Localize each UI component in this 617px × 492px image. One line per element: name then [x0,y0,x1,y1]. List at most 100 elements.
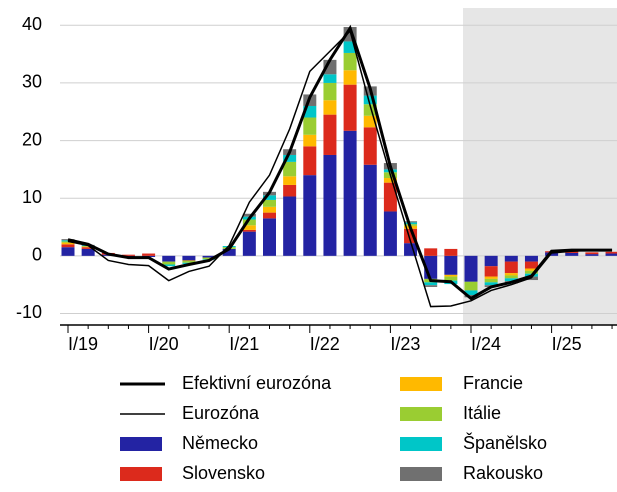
legend-swatch [400,467,442,481]
bar-segment [202,257,216,260]
bar-segment [464,290,478,296]
bar-segment [343,130,357,256]
bar-segment [383,211,397,256]
bar-segment [484,278,498,283]
bar-segment [565,252,579,256]
bar-segment [283,176,297,185]
bar-segment [81,247,95,249]
bar-segment [182,260,196,262]
bar-segment [504,275,518,279]
y-tick-label: 40 [22,14,42,34]
bar-segment [162,255,176,262]
bar-segment [182,261,196,263]
legend-label: Efektivní eurozóna [182,373,332,393]
bar-segment [263,218,276,256]
legend-label: Slovensko [182,463,265,483]
bar-segment [81,246,95,248]
x-tick-label: I/22 [310,334,340,354]
bar-segment [263,206,276,213]
bar-segment [263,199,276,207]
legend-label: Německo [182,433,258,453]
legend-label: Itálie [463,403,501,423]
bar-segment [303,117,317,135]
bar-segment [504,278,518,282]
legend-swatch [120,467,162,481]
bar-segment [605,253,617,256]
bar-segment [323,114,337,155]
x-tick-label: I/24 [471,334,501,354]
bar-segment [444,274,458,277]
bar-segment [303,105,317,118]
line [67,24,613,301]
bar-segment [424,248,438,256]
bar-segment [323,100,337,115]
legend-swatch [400,437,442,451]
y-tick-label: 10 [22,187,42,207]
bar-segment [263,195,276,200]
bar-segment [363,104,377,116]
x-tick-label: I/20 [149,334,179,354]
bar-segment [222,248,236,256]
bar-segment [524,261,538,269]
bar-segment [81,248,95,256]
bar-segment [524,255,538,262]
bar-segment [383,178,397,183]
bar-segment [585,254,599,256]
bar-segment [263,212,276,219]
bar-segment [242,225,256,230]
bar-segment [343,52,357,71]
bar-segment [605,251,617,254]
legend-label: Rakousko [463,463,543,483]
bar-segment [585,252,599,255]
bar-segment [242,213,256,217]
x-tick-label: I/19 [68,334,98,354]
bar-segment [162,261,176,265]
y-tick-label: 30 [22,72,42,92]
bar-segment [464,295,478,298]
x-tick-label: I/25 [552,334,582,354]
legend-swatch [120,437,162,451]
bar-segment [61,247,75,256]
bar-segment [303,134,317,147]
bar-segment [202,255,216,258]
bar-segment [504,255,518,262]
bar-segment [61,244,75,248]
bar-segment [524,268,538,271]
bar-segment [283,184,297,197]
bar-segment [404,221,418,223]
bar-segment [383,182,397,212]
bar-segment [444,248,458,256]
bar-segment [283,161,297,177]
bar-segment [363,164,377,256]
bar-segment [464,281,478,291]
bar-segment [323,154,337,256]
bar-segment [363,95,377,105]
bar-segment [283,154,297,162]
bar-segment [565,251,579,253]
bar-segment [323,82,337,101]
bar-segment [343,70,357,85]
bar-segment [242,231,256,256]
bar-segment [363,115,377,128]
bar-segment [424,285,438,287]
bar-segment [424,282,438,286]
bar-segment [504,273,518,276]
bar-segment [303,175,317,256]
bar-segment [162,264,176,267]
bar-segment [242,219,256,226]
bar-segment [444,276,458,281]
bar-segment [121,254,135,256]
x-tick-label: I/23 [390,334,420,354]
y-tick-label: 20 [22,129,42,149]
bar-segment [484,255,498,267]
bar-segment [61,242,75,245]
bar-segment [142,253,156,256]
legend-label: Francie [463,373,523,393]
bar-segment [182,255,196,261]
x-tick-label: I/21 [229,334,259,354]
legend-swatch [400,377,442,391]
legend-label: Eurozóna [182,403,260,423]
bar-segment [343,84,357,131]
bar-segment [504,261,518,274]
